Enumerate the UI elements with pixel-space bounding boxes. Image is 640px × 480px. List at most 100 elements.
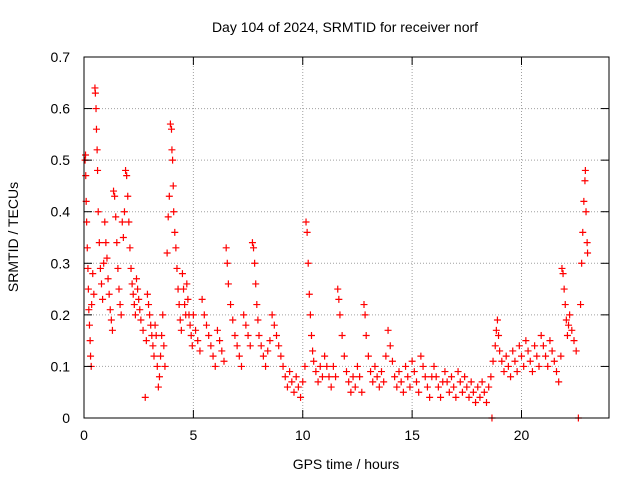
data-point xyxy=(163,249,171,257)
data-point xyxy=(259,352,267,360)
data-point xyxy=(302,218,310,226)
data-point xyxy=(231,331,239,339)
data-point xyxy=(192,326,200,334)
data-point xyxy=(100,259,108,267)
data-point xyxy=(154,383,162,391)
data-point xyxy=(275,342,283,350)
data-point xyxy=(582,208,590,216)
data-point xyxy=(334,285,342,293)
data-point xyxy=(441,368,449,376)
data-point xyxy=(98,280,105,288)
data-point xyxy=(250,244,258,252)
data-point xyxy=(286,368,294,376)
data-point xyxy=(578,259,586,267)
data-point xyxy=(443,378,451,386)
data-point xyxy=(583,239,591,247)
data-point xyxy=(216,337,224,345)
data-point xyxy=(371,362,379,370)
data-point xyxy=(364,352,372,360)
data-point xyxy=(105,290,113,298)
data-point xyxy=(347,388,355,396)
data-point xyxy=(169,182,177,190)
data-point xyxy=(426,393,434,401)
data-point xyxy=(430,362,438,370)
data-point xyxy=(502,352,510,360)
data-point xyxy=(531,342,539,350)
data-point xyxy=(325,373,333,381)
data-point xyxy=(528,368,536,376)
data-point xyxy=(89,270,97,278)
y-tick-label: 0.6 xyxy=(51,101,71,117)
data-point xyxy=(111,192,119,200)
data-point xyxy=(279,362,287,370)
data-point xyxy=(445,388,453,396)
data-point xyxy=(116,301,124,309)
y-tick-label: 0 xyxy=(62,410,70,426)
data-point xyxy=(117,311,125,319)
data-point xyxy=(273,331,280,339)
data-point xyxy=(380,378,388,386)
data-point xyxy=(86,337,94,345)
data-point xyxy=(526,357,534,365)
data-point xyxy=(194,337,202,345)
data-point xyxy=(130,301,138,309)
data-point xyxy=(450,383,458,391)
data-point xyxy=(290,388,298,396)
data-point xyxy=(539,342,547,350)
data-point xyxy=(135,295,143,303)
data-point xyxy=(338,331,346,339)
data-point xyxy=(349,373,357,381)
data-point xyxy=(537,331,545,339)
data-point xyxy=(565,321,573,329)
data-point xyxy=(384,326,392,334)
data-point xyxy=(395,368,403,376)
data-point xyxy=(413,378,420,386)
data-point xyxy=(544,362,552,370)
data-point xyxy=(188,342,196,350)
data-point xyxy=(102,239,110,247)
data-point xyxy=(362,331,370,339)
data-point xyxy=(95,239,103,247)
data-point xyxy=(180,285,188,293)
data-point xyxy=(187,331,195,339)
y-tick-label: 0.3 xyxy=(51,255,71,271)
data-point xyxy=(533,352,541,360)
data-point xyxy=(584,249,592,257)
data-point xyxy=(391,373,399,381)
data-point xyxy=(143,290,151,298)
data-point xyxy=(87,352,95,360)
data-point xyxy=(561,301,569,309)
y-tick-label: 0.1 xyxy=(51,358,71,374)
data-point xyxy=(454,368,462,376)
data-point xyxy=(129,290,137,298)
data-point xyxy=(323,362,331,370)
data-point xyxy=(570,337,578,345)
data-point xyxy=(314,378,322,386)
data-point xyxy=(92,105,100,113)
data-point xyxy=(240,311,248,319)
x-tick-label: 0 xyxy=(80,427,88,443)
data-point xyxy=(281,373,289,381)
data-point xyxy=(150,352,158,360)
data-point xyxy=(113,239,121,247)
data-point xyxy=(131,311,139,319)
data-point xyxy=(283,383,291,391)
data-point xyxy=(248,239,256,247)
data-point xyxy=(96,264,104,272)
data-point xyxy=(253,301,261,309)
data-point xyxy=(168,146,176,154)
data-point xyxy=(515,342,523,350)
data-point xyxy=(399,388,407,396)
data-point xyxy=(84,264,92,272)
data-point xyxy=(382,352,390,360)
data-point xyxy=(580,197,588,205)
data-point xyxy=(227,301,235,309)
data-point xyxy=(511,357,519,365)
data-point xyxy=(244,331,252,339)
x-axis-label: GPS time / hours xyxy=(293,456,400,472)
data-point xyxy=(375,383,383,391)
data-point xyxy=(353,362,361,370)
data-point xyxy=(176,316,184,324)
data-point xyxy=(107,316,115,324)
data-point xyxy=(568,326,576,334)
